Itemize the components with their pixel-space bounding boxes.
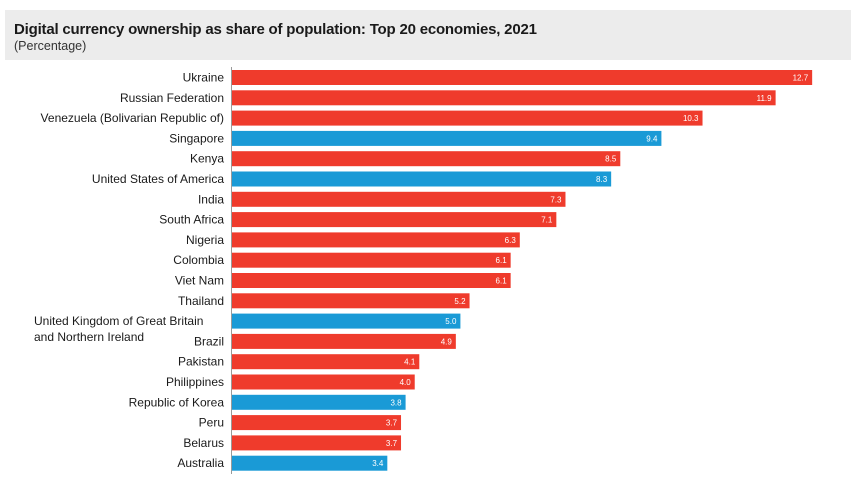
bar xyxy=(232,333,456,349)
bar-value-label: 4.1 xyxy=(404,358,416,367)
bar xyxy=(232,70,813,85)
bar-value-label: 10.3 xyxy=(683,114,699,123)
bar-value-label: 11.9 xyxy=(757,94,773,103)
category-label: Nigeria xyxy=(186,233,224,247)
bar-value-label: 7.3 xyxy=(550,195,562,204)
bar-value-label: 4.9 xyxy=(441,337,453,346)
bar-value-label: 4.0 xyxy=(400,378,412,387)
chart-subtitle: (Percentage) xyxy=(14,39,87,53)
category-label: Russian Federation xyxy=(120,91,224,105)
bar-value-label: 3.8 xyxy=(390,398,402,407)
bar-value-label: 3.4 xyxy=(372,459,384,468)
bar xyxy=(232,313,461,329)
category-label: Pakistan xyxy=(178,355,224,369)
bar xyxy=(232,151,621,167)
bar-value-label: 9.4 xyxy=(646,134,658,143)
bar xyxy=(232,394,406,410)
category-label: Republic of Korea xyxy=(129,395,225,409)
bar-value-label: 12.7 xyxy=(793,74,809,83)
category-labels-group: Ukraine Russian Federation Venezuela (Boli… xyxy=(34,71,224,471)
bar xyxy=(232,212,557,228)
bar-value-label: 6.1 xyxy=(496,277,508,286)
bar xyxy=(232,374,415,390)
bar-value-label: 3.7 xyxy=(386,439,398,448)
bar xyxy=(232,435,402,451)
category-label: Brazil xyxy=(194,334,224,348)
category-label: Ukraine xyxy=(183,71,225,85)
category-label: United States of America xyxy=(92,172,224,186)
bar xyxy=(232,252,511,268)
bar xyxy=(232,90,776,106)
category-label: Australia xyxy=(177,456,224,470)
bars-group: 12.7 11.9 10.3 9.4 8.5 8.3 7.3 7.1 6.3 6.1 6.1 5.2 5… xyxy=(232,70,813,471)
bar xyxy=(232,455,388,471)
category-label: Belarus xyxy=(183,436,224,450)
category-label: Philippines xyxy=(166,375,224,389)
category-label: Peru xyxy=(199,416,224,430)
bar xyxy=(232,191,566,207)
category-label: South Africa xyxy=(159,213,224,227)
bar xyxy=(232,273,511,288)
category-label: Viet Nam xyxy=(175,274,224,288)
bar-value-label: 6.3 xyxy=(505,236,517,245)
bar-value-label: 7.1 xyxy=(541,216,553,225)
category-label: Thailand xyxy=(178,294,224,308)
bar-value-label: 8.3 xyxy=(596,175,608,184)
category-label: Colombia xyxy=(173,253,224,267)
category-label: Venezuela (Bolivarian Republic of) xyxy=(41,111,224,125)
category-label: India xyxy=(198,192,224,206)
bar xyxy=(232,415,402,431)
bar xyxy=(232,171,612,187)
bar-value-label: 5.0 xyxy=(445,317,457,326)
title-band: Digital currency ownership as share of p… xyxy=(5,10,851,60)
bar xyxy=(232,293,470,309)
category-label: United Kingdom of Great Britain and North… xyxy=(34,314,203,344)
bar-value-label: 3.7 xyxy=(386,419,398,428)
bar-value-label: 6.1 xyxy=(496,256,508,265)
bar xyxy=(232,130,662,146)
bar-value-label: 5.2 xyxy=(454,297,466,306)
bar xyxy=(232,110,703,126)
chart-title: Digital currency ownership as share of p… xyxy=(14,21,537,38)
category-label: Kenya xyxy=(190,152,224,166)
bar-value-label: 8.5 xyxy=(605,155,617,164)
bar xyxy=(232,354,420,370)
category-label: Singapore xyxy=(169,131,224,145)
bar xyxy=(232,232,520,248)
